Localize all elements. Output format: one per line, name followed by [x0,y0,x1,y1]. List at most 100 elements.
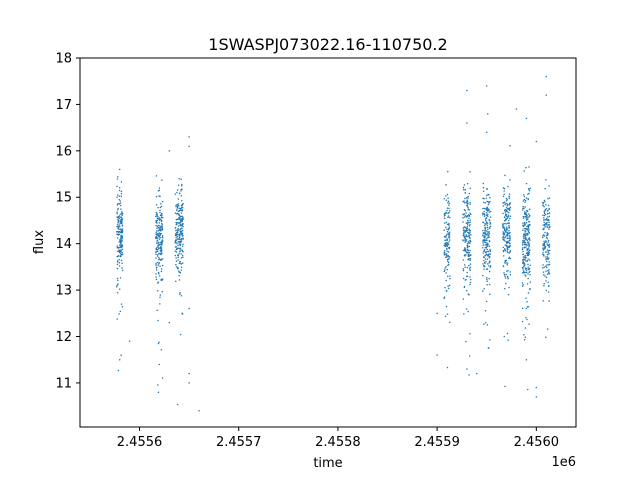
data-point [522,207,524,210]
data-point [505,259,508,262]
data-point [545,179,547,181]
data-point [489,250,492,253]
data-point [175,280,177,283]
data-point [469,266,472,268]
data-point [485,85,488,87]
data-point [121,213,124,215]
data-point [178,207,180,210]
data-point [506,211,509,213]
data-point [522,234,525,236]
data-point [448,224,450,226]
data-point [119,310,122,313]
data-point [485,234,487,236]
data-point [116,263,119,265]
data-point [181,183,183,186]
data-point [157,232,159,235]
data-point [486,207,489,209]
data-point [155,251,157,254]
data-point [161,225,163,227]
data-point [160,203,162,205]
data-point [156,250,159,252]
data-point [468,294,470,296]
data-point [161,264,164,267]
data-point [158,252,160,255]
data-point [546,212,549,215]
data-point [505,226,508,228]
data-point [489,339,491,341]
data-point [159,211,161,214]
data-point [525,358,528,361]
data-point [159,303,161,305]
data-point [527,227,530,229]
data-point [508,207,510,210]
data-point [120,239,122,242]
data-point [506,270,508,272]
data-point [448,237,451,239]
data-point [161,249,163,251]
data-point [508,232,511,235]
data-point [542,247,544,249]
data-point [546,221,548,224]
data-point [483,215,486,217]
data-point [545,94,547,96]
data-point [502,187,505,189]
data-point [120,228,122,230]
data-point [463,226,465,228]
data-point [117,202,119,205]
data-point [446,207,449,209]
data-point [486,284,488,286]
data-point [525,297,527,299]
data-point [523,198,526,201]
data-point [182,251,184,253]
data-point [177,266,179,269]
data-point [488,270,491,273]
data-point [484,208,487,210]
data-point [462,188,465,191]
data-point [486,222,489,225]
data-point [502,265,505,267]
data-point [505,223,508,225]
data-point [505,199,508,202]
data-point [502,232,505,234]
data-point [465,230,468,232]
data-point [526,218,529,221]
data-point [178,222,181,224]
data-point [155,204,158,206]
data-point [509,206,512,209]
data-point [465,308,468,310]
data-point [443,270,445,272]
data-point [444,243,447,246]
data-point [447,215,450,217]
data-point [118,241,121,243]
data-point [155,211,158,214]
data-point [505,282,507,285]
data-point [504,208,507,211]
data-point [489,200,491,203]
data-point [522,260,524,263]
data-point [176,242,178,245]
data-point [483,255,485,258]
data-point [545,336,547,339]
data-point [509,179,511,181]
data-point [119,216,122,218]
data-point [118,198,120,201]
data-point [466,271,468,274]
data-point [543,223,546,226]
data-point [488,230,491,233]
data-point [464,209,467,212]
data-point [177,198,180,200]
x-axis-label: time [313,456,342,471]
data-point [445,253,447,255]
data-point [543,216,545,219]
data-point [180,240,183,243]
data-point [121,228,124,230]
data-point [486,268,489,270]
data-point [503,201,506,203]
data-point [444,286,446,289]
data-point [485,212,488,214]
data-point [489,265,492,267]
data-point [523,256,526,258]
data-point [485,226,487,229]
data-point [445,279,447,282]
